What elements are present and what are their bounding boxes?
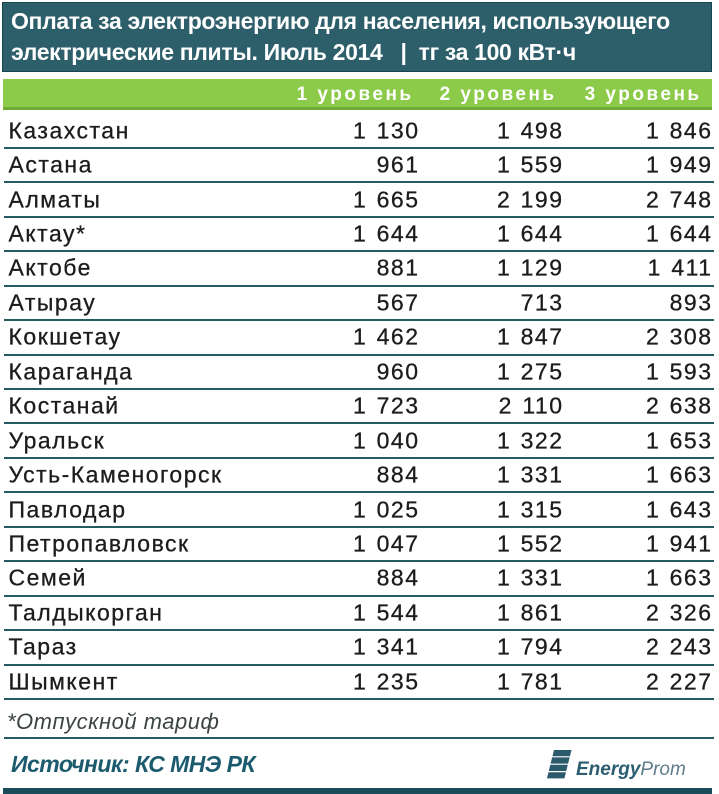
svg-text:EnergyProm: EnergyProm	[576, 759, 686, 780]
